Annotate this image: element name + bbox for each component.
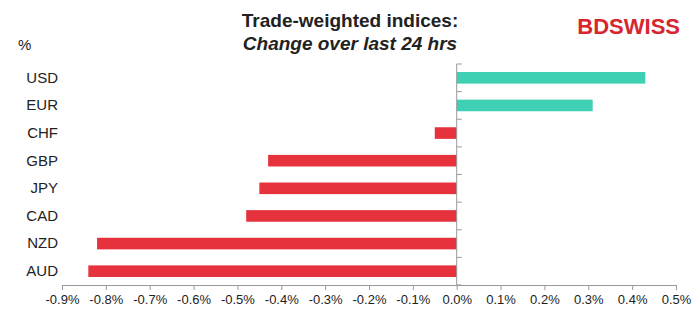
- category-label: CHF: [27, 124, 58, 141]
- tick-label: 0.3%: [574, 292, 604, 307]
- bar: [435, 127, 457, 139]
- tick-mark: [106, 285, 107, 290]
- tick-label: -0.6%: [177, 292, 211, 307]
- tick-mark: [676, 285, 677, 290]
- tick: -0.4%: [265, 285, 299, 307]
- title: Trade-weighted indices:: [242, 10, 458, 31]
- tick: GBP: [26, 151, 58, 168]
- tick: -0.1%: [396, 285, 430, 307]
- tick-label: -0.3%: [309, 292, 343, 307]
- tick: -0.6%: [177, 285, 211, 307]
- separator: [457, 174, 462, 175]
- bars: [88, 72, 645, 277]
- separator: [457, 146, 462, 147]
- tick-label: -0.9%: [46, 292, 80, 307]
- category-label: GBP: [26, 151, 58, 168]
- tick: EUR: [26, 96, 58, 113]
- tick-mark: [281, 285, 282, 290]
- tick: -0.7%: [133, 285, 167, 307]
- tick-label: -0.1%: [396, 292, 430, 307]
- plot: -0.9% -0.8% -0.7% -0.6% -0.5% -0.4% -0.3% -0.2%…: [26, 64, 691, 307]
- tick-label: 0.4%: [618, 292, 648, 307]
- tick: USD: [26, 69, 58, 86]
- separator: [457, 64, 462, 65]
- bar: [457, 72, 646, 84]
- x-axis: -0.9% -0.8% -0.7% -0.6% -0.5% -0.4% -0.3% -0.2%…: [46, 285, 692, 307]
- category-label: AUD: [26, 262, 58, 279]
- tick-mark: [544, 285, 545, 290]
- tick: 0.3%: [574, 285, 604, 307]
- tick-mark: [237, 285, 238, 290]
- tick: -0.8%: [89, 285, 123, 307]
- bar: [268, 155, 457, 167]
- separator: [457, 119, 462, 120]
- tick: -0.9%: [46, 285, 80, 307]
- tick: 0.1%: [486, 285, 516, 307]
- category-label: CAD: [26, 207, 58, 224]
- separator: [457, 202, 462, 203]
- category-label: EUR: [26, 96, 58, 113]
- category-label: NZD: [27, 234, 58, 251]
- separator: [457, 285, 462, 286]
- tick-label: -0.5%: [221, 292, 255, 307]
- tick-mark: [150, 285, 151, 290]
- axis-label: %: [18, 36, 31, 53]
- tick-mark: [62, 285, 63, 290]
- bar: [457, 100, 593, 112]
- tick: 0.0%: [442, 285, 472, 307]
- tick-mark: [369, 285, 370, 290]
- tick: 0.2%: [530, 285, 560, 307]
- tick: AUD: [26, 262, 58, 279]
- tick-label: -0.2%: [353, 292, 387, 307]
- category-label: USD: [26, 69, 58, 86]
- tick-mark: [413, 285, 414, 290]
- tick-label: 0.5%: [662, 292, 692, 307]
- tick-mark: [501, 285, 502, 290]
- category-label: JPY: [30, 179, 58, 196]
- tick: JPY: [30, 179, 58, 196]
- logo: BDSWISS: [577, 14, 680, 39]
- separator: [457, 257, 462, 258]
- tick-label: -0.8%: [89, 292, 123, 307]
- bar: [246, 210, 457, 222]
- bar: [88, 265, 456, 277]
- tick: -0.5%: [221, 285, 255, 307]
- tick: NZD: [27, 234, 58, 251]
- tick-mark: [632, 285, 633, 290]
- bar: [97, 238, 457, 250]
- tick-mark: [325, 285, 326, 290]
- tick-label: -0.4%: [265, 292, 299, 307]
- tick-label: 0.2%: [530, 292, 560, 307]
- tick-mark: [194, 285, 195, 290]
- chart: Trade-weighted indices:Change over last …: [0, 0, 700, 327]
- tick-label: -0.7%: [133, 292, 167, 307]
- tick: CAD: [26, 207, 58, 224]
- tick: 0.5%: [662, 285, 692, 307]
- tick-mark: [457, 285, 458, 290]
- tick-label: 0.0%: [442, 292, 472, 307]
- tick-label: 0.1%: [486, 292, 516, 307]
- separator: [457, 91, 462, 92]
- zero-line: [457, 64, 462, 285]
- bar: [259, 183, 456, 195]
- tick-mark: [588, 285, 589, 290]
- y-axis: USD EUR CHF GBP JPY CAD NZD AUD: [26, 69, 58, 279]
- tick: 0.4%: [618, 285, 648, 307]
- tick: -0.2%: [353, 285, 387, 307]
- tick: -0.3%: [309, 285, 343, 307]
- tick: CHF: [27, 124, 58, 141]
- separator: [457, 229, 462, 230]
- subtitle: Change over last 24 hrs: [243, 33, 457, 54]
